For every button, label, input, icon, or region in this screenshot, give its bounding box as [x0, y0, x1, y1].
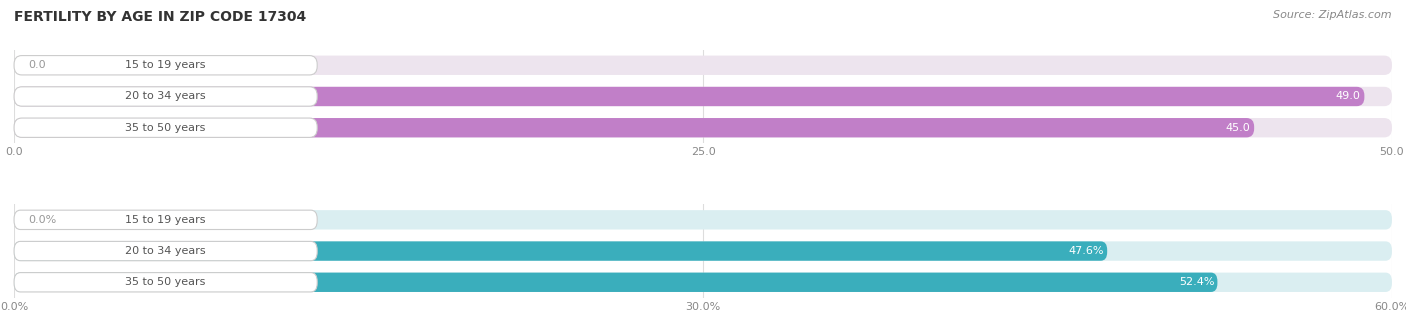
- FancyBboxPatch shape: [14, 87, 1392, 106]
- FancyBboxPatch shape: [14, 210, 1392, 229]
- Text: Source: ZipAtlas.com: Source: ZipAtlas.com: [1274, 10, 1392, 20]
- FancyBboxPatch shape: [14, 118, 1254, 137]
- FancyBboxPatch shape: [14, 87, 318, 106]
- Text: 20 to 34 years: 20 to 34 years: [125, 246, 205, 256]
- FancyBboxPatch shape: [14, 56, 1392, 75]
- Text: 35 to 50 years: 35 to 50 years: [125, 123, 205, 133]
- Text: 49.0: 49.0: [1336, 91, 1361, 102]
- Text: 20 to 34 years: 20 to 34 years: [125, 91, 205, 102]
- Text: 35 to 50 years: 35 to 50 years: [125, 277, 205, 287]
- FancyBboxPatch shape: [14, 241, 1107, 261]
- FancyBboxPatch shape: [14, 210, 318, 229]
- FancyBboxPatch shape: [14, 87, 1364, 106]
- FancyBboxPatch shape: [14, 273, 1218, 292]
- FancyBboxPatch shape: [14, 273, 1392, 292]
- FancyBboxPatch shape: [14, 241, 1392, 261]
- Text: 0.0%: 0.0%: [28, 215, 56, 225]
- FancyBboxPatch shape: [14, 241, 318, 261]
- Text: 47.6%: 47.6%: [1069, 246, 1104, 256]
- Text: 15 to 19 years: 15 to 19 years: [125, 215, 205, 225]
- Text: FERTILITY BY AGE IN ZIP CODE 17304: FERTILITY BY AGE IN ZIP CODE 17304: [14, 10, 307, 24]
- Text: 0.0: 0.0: [28, 60, 45, 70]
- Text: 15 to 19 years: 15 to 19 years: [125, 60, 205, 70]
- FancyBboxPatch shape: [14, 118, 1392, 137]
- FancyBboxPatch shape: [14, 56, 318, 75]
- Text: 52.4%: 52.4%: [1178, 277, 1215, 287]
- FancyBboxPatch shape: [14, 273, 318, 292]
- FancyBboxPatch shape: [14, 118, 318, 137]
- Text: 45.0: 45.0: [1226, 123, 1250, 133]
